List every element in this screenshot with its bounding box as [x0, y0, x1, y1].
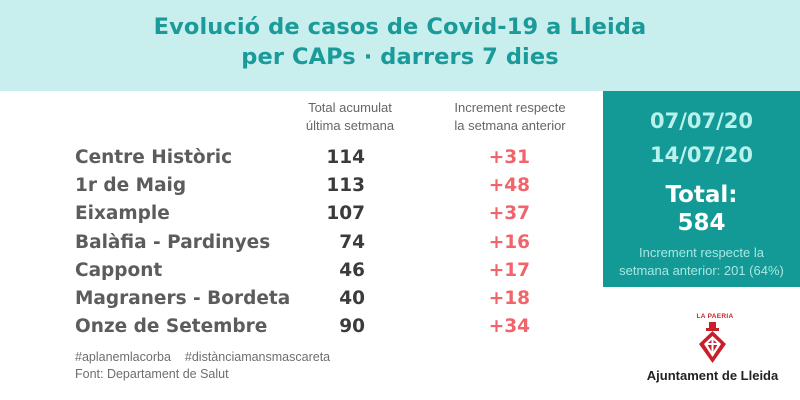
cap-table: Centre Històric 114 +31 1r de Maig 113 +…	[0, 144, 600, 341]
cap-name: 1r de Maig	[75, 175, 187, 197]
cap-name: Magraners - Bordeta	[75, 287, 291, 309]
page-header: Evolució de casos de Covid-19 a Lleida p…	[0, 0, 800, 91]
hashtags: #aplanemlacorba #distànciamansmascareta	[75, 349, 344, 366]
page-title-line-2: per CAPs · darrers 7 dies	[241, 44, 559, 70]
cap-increment: +34	[488, 316, 530, 338]
total-column-header: Total acumulat última setmana	[290, 99, 410, 135]
cap-total: 107	[326, 203, 365, 225]
cap-increment: +17	[488, 259, 530, 281]
hashtag-distanciamansmascareta: #distànciamansmascareta	[184, 350, 331, 364]
cap-total: 114	[326, 147, 365, 168]
footer: #aplanemlacorba #distànciamansmascareta F…	[75, 349, 344, 383]
total-label: Total:	[665, 182, 738, 208]
cap-total: 46	[339, 259, 365, 281]
cap-name: Eixample	[75, 203, 170, 225]
cap-total: 90	[339, 316, 365, 338]
cap-increment: +16	[488, 231, 530, 253]
increment-note-line-1: Increment respecte la	[638, 245, 764, 260]
cap-name: Balàfia - Pardinyes	[75, 231, 271, 253]
summary-panel: 07/07/20 14/07/20 Total: 584 Increment r…	[603, 91, 800, 287]
cap-total: 74	[339, 231, 365, 253]
cap-increment: +37	[488, 203, 530, 225]
page-title-line-1: Evolució de casos de Covid-19 a Lleida	[153, 14, 647, 40]
cap-total: 113	[326, 175, 365, 197]
table-row: Magraners - Bordeta 40 +18	[0, 285, 600, 313]
total-value: 584	[677, 210, 726, 236]
cap-name: Centre Històric	[75, 147, 233, 168]
la-paeria-emblem-icon	[699, 322, 726, 363]
increment-column-header-line-1: Increment respecte	[454, 100, 566, 115]
cap-name: Cappont	[75, 259, 163, 281]
hashtag-aplanemlacorba: #aplanemlacorba	[75, 350, 171, 364]
logo-small-text: LA PAERIA	[696, 313, 734, 320]
cap-total: 40	[339, 287, 365, 309]
table-row: Onze de Setembre 90 +34	[0, 313, 600, 341]
source-note: Font: Departament de Salut	[75, 367, 229, 381]
table-row: Cappont 46 +17	[0, 257, 600, 285]
date-to: 14/07/20	[649, 143, 753, 167]
total-column-header-line-2: última setmana	[305, 118, 395, 133]
ajuntament-logo: LA PAERIA Ajuntament de Lleida	[625, 312, 800, 392]
increment-note: Increment respecte la setmana anterior: …	[603, 244, 800, 280]
logo-org-name: Ajuntament de Lleida	[646, 368, 779, 383]
increment-column-header-line-2: la setmana anterior	[454, 118, 566, 133]
cap-name: Onze de Setembre	[75, 316, 268, 338]
cap-increment: +31	[488, 147, 530, 168]
cap-increment: +18	[488, 287, 530, 309]
table-row: Balàfia - Pardinyes 74 +16	[0, 229, 600, 257]
cap-increment: +48	[488, 175, 530, 197]
increment-note-line-2: setmana anterior: 201 (64%)	[619, 263, 784, 278]
table-row: Eixample 107 +37	[0, 200, 600, 228]
date-from: 07/07/20	[649, 109, 753, 133]
increment-column-header: Increment respecte la setmana anterior	[425, 99, 595, 135]
table-row: Centre Històric 114 +31	[0, 144, 600, 172]
total-column-header-line-1: Total acumulat	[308, 100, 392, 115]
table-row: 1r de Maig 113 +48	[0, 172, 600, 200]
